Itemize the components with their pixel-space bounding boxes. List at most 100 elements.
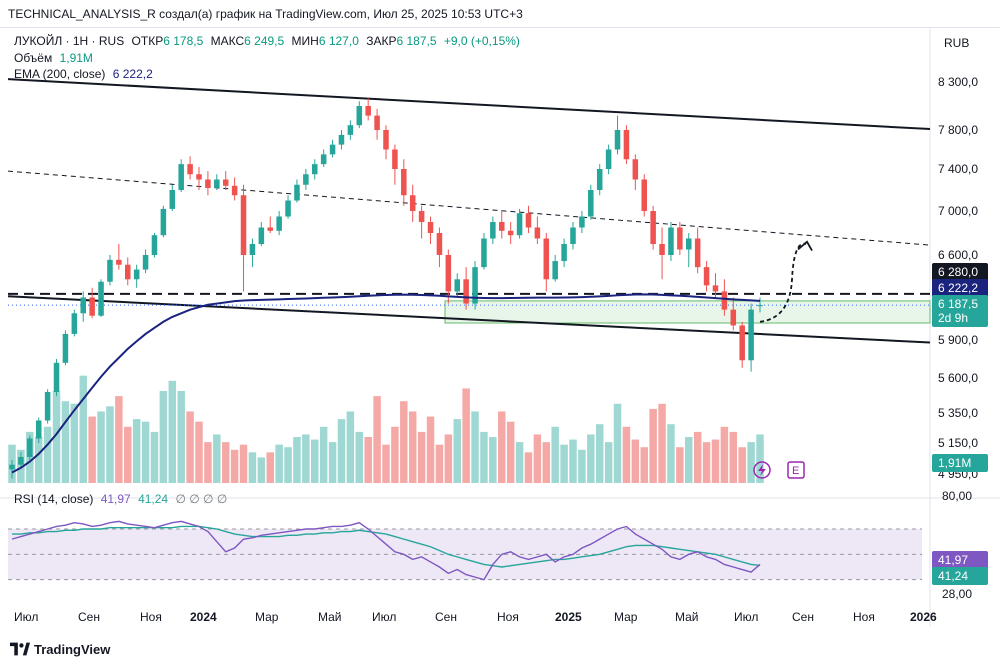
time-tick-label: Ноя [853,610,875,624]
candle-body [320,154,327,165]
candle-body [240,195,247,255]
lower-channel [7,295,931,344]
open-value: 6 178,5 [163,34,204,48]
candle-body [169,190,176,209]
volume-bar [604,442,613,483]
candle-body [133,269,140,280]
volume-bar [221,442,230,483]
candle-body [303,174,309,185]
change-value: +9,0 (+0,15%) [443,34,520,48]
volume-bar [524,452,533,483]
time-tick-label: Сен [78,610,100,624]
high-label: МАКС [210,34,245,48]
volume-bar [711,439,720,483]
candle-body [561,244,567,262]
volume-bar [426,416,435,483]
candle-body [641,179,647,211]
candle-body [392,149,398,169]
volume-legend: Объём 1,91M [14,51,93,65]
volume-bar [337,419,346,483]
candle-body [89,297,95,316]
volume-bar [43,426,52,483]
volume-bar [213,434,221,483]
volume-bar [115,396,123,483]
candle-body [596,169,603,190]
candle-body [9,464,15,470]
volume-bar [177,391,185,483]
candle-body [27,438,33,457]
volume-bar [747,442,755,483]
candle-body [151,235,158,255]
candle-body [107,259,113,282]
time-tick-label: Сен [435,610,457,624]
candle-body [231,185,238,196]
price-tick-label: 5 150,0 [938,436,978,450]
candle-body [285,200,291,217]
candle-body [730,309,737,326]
symbol-name: ЛУКОЙЛ · 1Н · RUS [14,34,125,48]
candle-body [614,130,621,150]
candle-body [258,227,265,244]
volume-bar [150,431,159,483]
candle-body [294,184,300,201]
rsi-legend: RSI (14, close) 41,97 41,24 ∅ ∅ ∅ ∅ [14,492,227,506]
candle-body [427,222,434,233]
candle-body [525,213,532,228]
volume-bar [417,431,426,483]
volume-bar [649,408,657,483]
candle-body [71,313,78,334]
candle-body [62,333,69,363]
volume-bar [239,444,248,483]
volume-bar [480,431,488,483]
volume-bar [676,447,684,483]
volume-bar [729,431,738,483]
rsi-tick-label: 80,00 [942,489,972,503]
candle-body [588,190,594,217]
candle-body [463,279,469,304]
price-tick-label: 8 300,0 [938,75,978,89]
candle-body [44,392,51,421]
volume-bar [587,434,595,483]
volume-bar [631,439,640,483]
time-tick-label: Ноя [497,610,519,624]
volume-bar [498,411,506,483]
volume-bar [667,424,675,483]
candle-body [401,169,407,196]
volume-bar [373,396,381,483]
chart-canvas[interactable]: 8 300,0 7 800,0 7 400,0 7 000,0 6 600,0 5 900… [0,28,1000,634]
volume-bar [578,449,586,483]
svg-text:E: E [792,465,799,477]
time-tick-label: Июл [14,610,38,624]
rsi-ma-value: 41,24 [138,492,169,506]
low-value: 6 127,0 [318,34,359,48]
tradingview-logo[interactable]: TradingView [10,638,110,660]
candle-body [374,115,380,130]
candle-body [579,216,585,228]
candle-body [383,130,389,150]
time-tick-label: 2026 [910,610,937,624]
chart-attribution-header: TECHNICAL_ANALYSIS_R создал(а) график на… [0,0,1000,28]
volume-label: Объём [14,51,53,65]
candle-body [312,164,318,175]
volume-bar [515,442,524,483]
volume-bar [462,388,470,483]
volume-bar [444,434,453,483]
flash-icon [753,461,771,479]
volume-bar [186,411,194,483]
volume-bar [284,447,292,483]
candle-body [490,222,496,239]
volume-bar [435,444,444,483]
volume-bar [88,416,96,483]
candle-body [160,208,167,236]
volume-bar [756,434,764,483]
volume-bar [489,437,497,483]
candle-body [187,164,193,175]
volume-bar [595,424,604,483]
volume-bar [613,403,622,483]
candle-body [605,149,612,169]
projection-arrow [759,242,807,323]
candle-body [196,174,202,180]
volume-bar [720,426,729,483]
candle-body [98,281,104,316]
candle-body [356,106,363,126]
